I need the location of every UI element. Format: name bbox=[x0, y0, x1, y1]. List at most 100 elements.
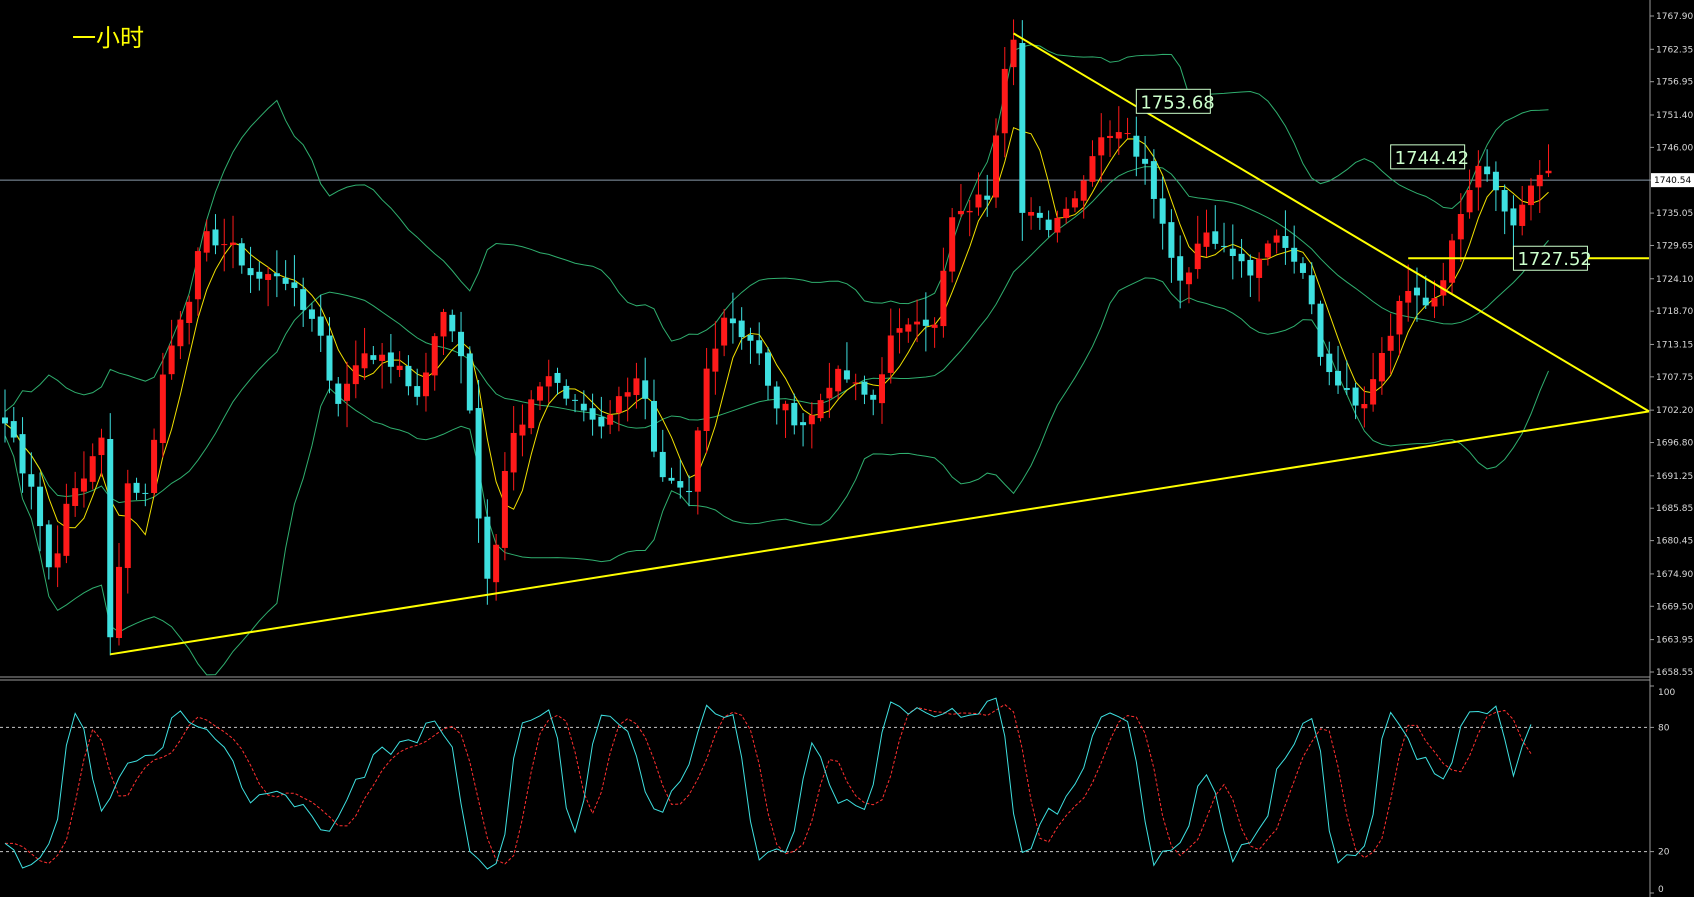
candle-down bbox=[212, 229, 219, 246]
candle-down bbox=[300, 289, 307, 310]
candle-up bbox=[116, 566, 123, 638]
candle-up bbox=[203, 231, 210, 253]
candle-up bbox=[1457, 214, 1464, 240]
candle-up bbox=[54, 553, 61, 568]
candle-down bbox=[1308, 275, 1315, 305]
candle-up bbox=[712, 348, 719, 372]
candle-up bbox=[1089, 156, 1096, 182]
candle-up bbox=[431, 336, 438, 376]
candle-down bbox=[414, 386, 421, 397]
price-tick-label: 1751.40 bbox=[1656, 111, 1693, 121]
candle-down bbox=[1045, 219, 1052, 231]
candle-down bbox=[1019, 43, 1026, 213]
candle-up bbox=[1071, 198, 1078, 208]
candle-down bbox=[572, 399, 579, 401]
candle-down bbox=[466, 353, 473, 411]
candle-down bbox=[308, 309, 315, 319]
candle-down bbox=[19, 434, 26, 474]
candle-down bbox=[335, 383, 342, 404]
candle-up bbox=[633, 378, 640, 396]
annotation-label: 1753.68 bbox=[1140, 92, 1214, 113]
candle-down bbox=[589, 408, 596, 420]
candle-up bbox=[1387, 335, 1394, 351]
osc-tick-label: 0 bbox=[1658, 885, 1664, 895]
candle-up bbox=[1431, 298, 1438, 307]
candle-down bbox=[870, 394, 877, 400]
candle-up bbox=[1527, 185, 1534, 206]
stoch-main-line bbox=[4, 697, 1532, 870]
candle-up bbox=[89, 456, 96, 482]
candle-down bbox=[773, 386, 780, 409]
price-tick-label: 1762.35 bbox=[1656, 45, 1693, 55]
candle-down bbox=[1422, 297, 1429, 306]
price-tick-label: 1767.90 bbox=[1656, 12, 1693, 22]
candle-up bbox=[1396, 300, 1403, 335]
candle-up bbox=[624, 392, 631, 397]
candle-up bbox=[422, 372, 429, 397]
candle-down bbox=[1247, 259, 1254, 276]
candle-down bbox=[747, 335, 754, 341]
candle-up bbox=[230, 242, 237, 245]
candle-down bbox=[458, 331, 465, 357]
price-annotations: 1753.68 1744.42 1727.52 bbox=[1135, 88, 1592, 271]
price-tick-label: 1729.65 bbox=[1656, 241, 1693, 251]
annotation-box bbox=[1512, 245, 1588, 271]
candle-down bbox=[677, 481, 684, 488]
candle-down bbox=[791, 402, 798, 426]
candle-down bbox=[1343, 388, 1350, 390]
candle-up bbox=[221, 244, 228, 246]
candle-down bbox=[107, 439, 114, 638]
candle-down bbox=[10, 421, 17, 438]
candle-down bbox=[764, 352, 771, 386]
candle-up bbox=[931, 324, 938, 328]
candle-down bbox=[598, 416, 605, 427]
candle-up bbox=[1361, 404, 1368, 409]
stochastic-oscillator: 100 80 20 0 bbox=[0, 685, 1675, 895]
candle-up bbox=[1449, 240, 1456, 283]
candle-up bbox=[782, 403, 789, 411]
price-tick-label: 1680.45 bbox=[1656, 537, 1693, 547]
candle-up bbox=[63, 503, 70, 556]
candle-down bbox=[1510, 208, 1517, 226]
candle-up bbox=[1107, 135, 1114, 138]
candle-up bbox=[186, 301, 193, 323]
annotation-label: 1727.52 bbox=[1517, 249, 1591, 270]
candle-down bbox=[1133, 135, 1140, 157]
price-tick-label: 1691.25 bbox=[1656, 472, 1693, 482]
candle-down bbox=[1159, 198, 1166, 224]
candle-up bbox=[1475, 165, 1482, 188]
candle-up bbox=[1264, 243, 1271, 258]
candle-up bbox=[493, 544, 500, 583]
annotation-label: 1744.42 bbox=[1395, 148, 1469, 169]
price-tick-label: 1663.95 bbox=[1656, 636, 1693, 646]
candle-up bbox=[808, 415, 815, 425]
candle-up bbox=[1098, 137, 1105, 156]
current-price-label: 1740.54 bbox=[1654, 176, 1691, 186]
candle-down bbox=[554, 372, 561, 383]
candle-down bbox=[1282, 236, 1289, 248]
candle-up bbox=[975, 194, 982, 208]
candle-up bbox=[694, 430, 701, 492]
candle-down bbox=[1036, 212, 1043, 218]
candle-down bbox=[247, 268, 254, 276]
candle-up bbox=[379, 354, 386, 361]
candle-up bbox=[177, 319, 184, 347]
price-tick-label: 1696.80 bbox=[1656, 439, 1693, 449]
candle-up bbox=[1080, 180, 1087, 201]
candle-up bbox=[835, 368, 842, 392]
price-tick-label: 1702.20 bbox=[1656, 406, 1693, 416]
candle-up bbox=[896, 328, 903, 333]
candle-up bbox=[1466, 190, 1473, 213]
candle-up bbox=[1536, 174, 1543, 187]
candle-down bbox=[405, 365, 412, 387]
candle-down bbox=[1229, 248, 1236, 257]
candle-down bbox=[1484, 166, 1491, 175]
candle-down bbox=[729, 318, 736, 324]
candle-up bbox=[1001, 68, 1008, 134]
candle-down bbox=[659, 451, 666, 478]
candle-up bbox=[1273, 235, 1280, 243]
candle-up bbox=[396, 365, 403, 371]
price-tick-label: 1718.70 bbox=[1656, 307, 1693, 317]
candle-down bbox=[1317, 303, 1324, 357]
osc-tick-label: 100 bbox=[1658, 688, 1675, 698]
